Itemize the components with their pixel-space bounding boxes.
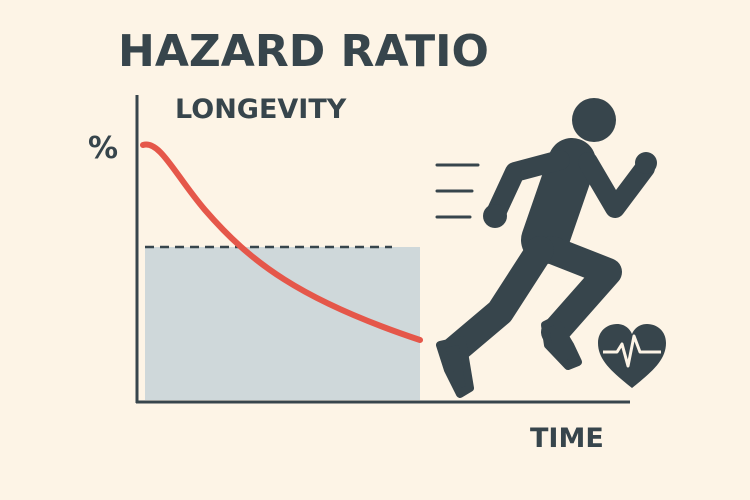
heart-icon — [598, 324, 666, 388]
subtitle: LONGEVITY — [175, 94, 347, 125]
speed-lines — [435, 163, 480, 219]
y-axis-label: % — [88, 131, 118, 166]
x-axis-label: TIME — [530, 423, 604, 454]
hazard-curve — [140, 141, 423, 343]
runner — [436, 98, 657, 398]
title: HAZARD RATIO — [118, 26, 489, 77]
